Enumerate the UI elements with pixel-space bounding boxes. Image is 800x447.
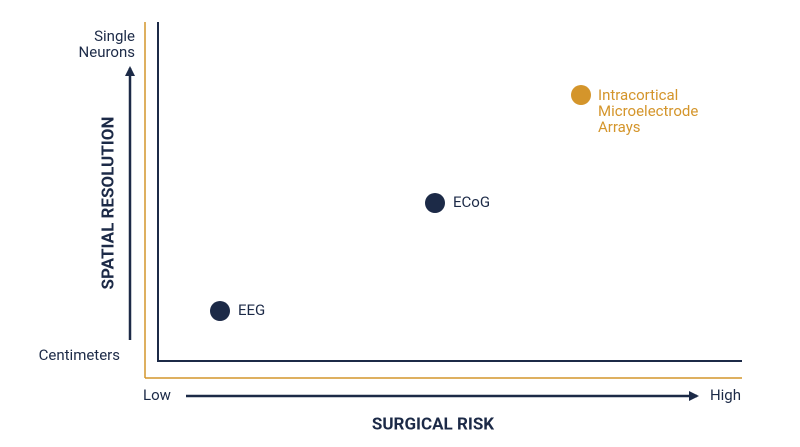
y-top-label: Single — [94, 27, 135, 45]
node-dot — [210, 301, 230, 321]
x-right-label: High — [710, 386, 741, 404]
node-dot — [425, 193, 445, 213]
node-label: Intracortical — [598, 86, 678, 104]
node-label: EEG — [238, 301, 265, 319]
x-left-label: Low — [143, 386, 171, 404]
y-axis-title: SPATIAL RESOLUTION — [98, 117, 118, 290]
node-dot — [571, 85, 591, 105]
node-label: Arrays — [598, 118, 641, 136]
y-top-label: Neurons — [79, 43, 135, 61]
node-label: Microelectrode — [598, 102, 698, 120]
y-bottom-label: Centimeters — [39, 346, 120, 364]
node-label: ECoG — [453, 193, 490, 211]
x-axis-title: SURGICAL RISK — [372, 414, 494, 434]
